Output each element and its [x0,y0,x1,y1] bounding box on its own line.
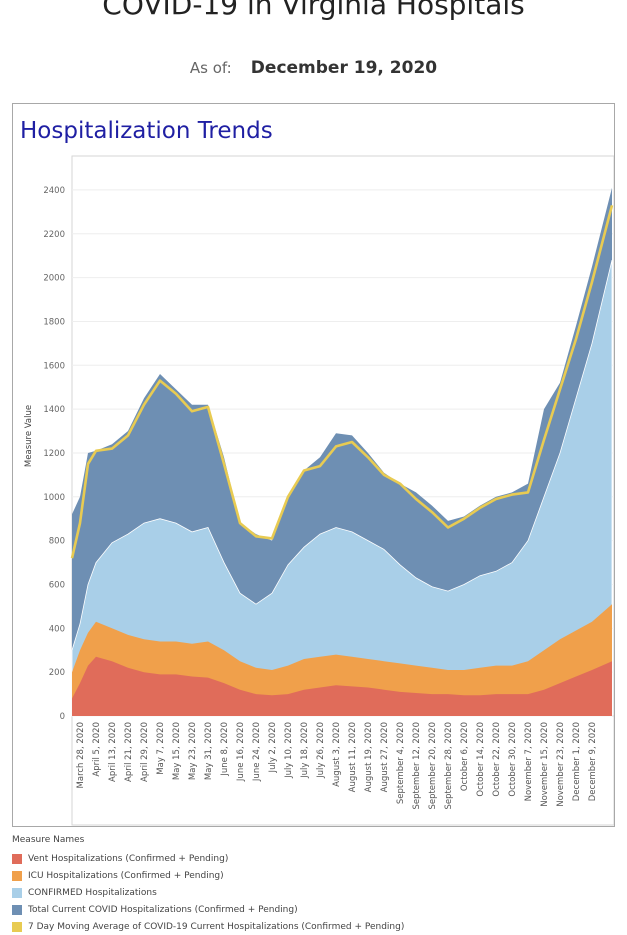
y-tick-label: 600 [49,580,65,590]
hospitalization-trends-chart[interactable]: 0 200 400 600 800 1000 1200 1400 1600 1800 2000 220… [13,104,614,826]
as-of-label: As of: [189,59,232,77]
x-tick-label: December 9, 2020 [588,722,598,801]
legend-swatch [12,853,22,864]
x-tick-label: May 15, 2020 [172,722,182,780]
series-area-vent [72,656,612,716]
legend-label: 7 Day Moving Average of COVID-19 Current… [28,921,405,932]
y-tick-label: 800 [49,537,65,547]
x-tick-label: August 11, 2020 [348,722,358,792]
chart-panel: Hospitalization Trends 0 200 400 600 800 1000… [12,103,615,827]
x-tick-label: May 7, 2020 [156,722,166,775]
y-tick-label: 0 [60,712,65,722]
x-tick-label: September 4, 2020 [396,722,406,804]
legend-title: Measure Names [12,835,85,845]
x-tick-label: December 1, 2020 [572,722,582,801]
x-tick-label: July 2, 2020 [268,722,278,773]
y-tick-label: 1000 [43,493,65,503]
page-title: COVID-19 in Virginia Hospitals [102,0,525,21]
x-tick-label: March 28, 2020 [76,722,86,788]
y-tick-label: 1400 [43,405,65,415]
legend-items: Vent Hospitalizations (Confirmed + Pendi… [12,850,404,935]
x-tick-label: August 19, 2020 [364,722,374,792]
x-tick-label: November 15, 2020 [540,722,550,807]
legend-item[interactable]: Total Current COVID Hospitalizations (Co… [12,901,404,918]
x-tick-label: November 23, 2020 [556,722,566,807]
series-area-confirmed [71,260,613,717]
x-tick-label: October 30, 2020 [508,722,518,797]
x-tick-label: June 8, 2020 [220,722,230,777]
as-of-date: December 19, 2020 [250,58,438,78]
series-line-7-day-average [70,204,614,559]
x-tick-label: May 31, 2020 [204,722,214,780]
x-tick-label: April 5, 2020 [92,722,102,777]
legend-item[interactable]: Vent Hospitalizations (Confirmed + Pendi… [12,850,404,867]
x-tick-label: June 24, 2020 [252,722,262,782]
x-tick-label: September 28, 2020 [444,722,454,810]
legend: Measure Names Vent Hospitalizations (Con… [12,835,404,935]
y-tick-label: 1800 [43,317,65,327]
x-axis-band [71,715,614,826]
chart-panel-title: Hospitalization Trends [20,118,273,144]
x-tick-label: May 23, 2020 [188,722,198,780]
x-tick-label: August 3, 2020 [332,722,342,787]
y-tick-label: 2000 [43,274,65,284]
x-tick-label: April 29, 2020 [140,722,150,782]
y-tick-label: 1200 [43,449,65,459]
x-tick-label: July 18, 2020 [300,722,310,779]
legend-swatch [12,887,22,898]
x-tick-label: July 26, 2020 [316,722,326,779]
y-tick-label: 1600 [43,361,65,371]
legend-swatch [12,870,22,881]
legend-swatch [12,921,22,932]
x-tick-label: April 21, 2020 [124,722,134,782]
y-tick-label: 200 [49,668,65,678]
x-tick-label: October 6, 2020 [460,722,470,791]
legend-item[interactable]: ICU Hospitalizations (Confirmed + Pendin… [12,867,404,884]
as-of-row: As of: December 19, 2020 [0,58,627,78]
x-tick-label: June 16, 2020 [236,722,246,782]
x-tick-label: November 7, 2020 [524,722,534,801]
x-tick-label: October 14, 2020 [476,722,486,797]
legend-label: ICU Hospitalizations (Confirmed + Pendin… [28,870,224,881]
y-tick-label: 400 [49,624,65,634]
legend-item[interactable]: CONFIRMED Hospitalizations [12,884,404,901]
legend-label: Total Current COVID Hospitalizations (Co… [28,904,298,915]
y-axis-title: Measure Value [24,405,34,467]
x-tick-label: April 13, 2020 [108,722,118,782]
x-tick-label: August 27, 2020 [380,722,390,792]
y-tick-label: 2200 [43,230,65,240]
x-tick-label: July 10, 2020 [284,722,294,779]
x-tick-label: October 22, 2020 [492,722,502,797]
legend-label: Vent Hospitalizations (Confirmed + Pendi… [28,853,229,864]
y-tick-label: 2400 [43,186,65,196]
x-tick-label: September 20, 2020 [428,722,438,810]
legend-item[interactable]: 7 Day Moving Average of COVID-19 Current… [12,918,404,935]
legend-swatch [12,904,22,915]
x-tick-label: September 12, 2020 [412,722,422,810]
legend-label: CONFIRMED Hospitalizations [28,887,157,898]
